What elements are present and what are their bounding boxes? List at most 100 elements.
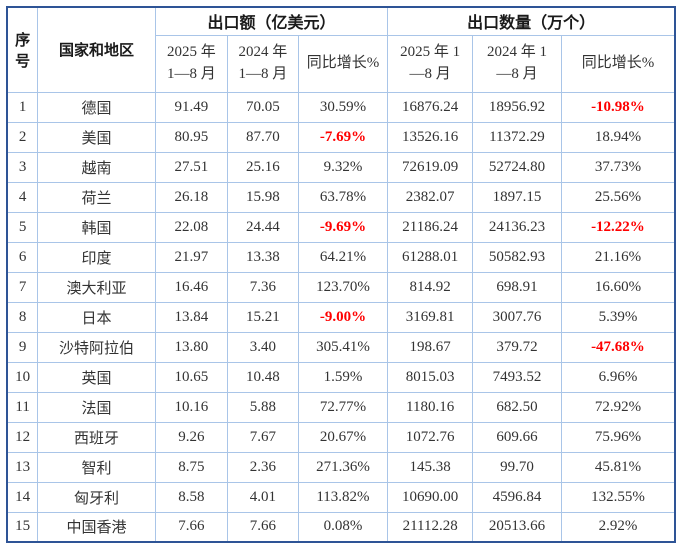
qty-2024-cell: 11372.29 — [472, 121, 562, 153]
value-2024-cell: 25.16 — [226, 151, 299, 183]
value-growth-cell: -9.69% — [297, 211, 389, 243]
qty-growth-cell: 45.81% — [560, 451, 676, 483]
qty-2024-cell: 698.91 — [472, 271, 562, 303]
header-value-2024: 2024 年 1—8 月 — [226, 34, 299, 93]
value-2024-cell: 4.01 — [226, 481, 299, 513]
header-serial: 序号 — [6, 6, 39, 93]
qty-2024-cell: 24136.23 — [472, 211, 562, 243]
value-2025-cell: 9.26 — [154, 421, 228, 453]
table-row: 14 匈牙利 8.58 4.01 113.82% 10690.00 4596.84 132.5… — [6, 481, 676, 513]
value-growth-cell: 271.36% — [297, 451, 389, 483]
value-growth-cell: 72.77% — [297, 391, 389, 423]
qty-2025-cell: 145.38 — [387, 451, 474, 483]
qty-2024-cell: 99.70 — [472, 451, 562, 483]
qty-2025-cell: 8015.03 — [387, 361, 474, 393]
country-cell: 韩国 — [37, 211, 156, 243]
value-2025-cell: 10.16 — [154, 391, 228, 423]
value-growth-cell: 20.67% — [297, 421, 389, 453]
country-cell: 日本 — [37, 301, 156, 333]
table-row: 4 荷兰 26.18 15.98 63.78% 2382.07 1897.15 25.56% — [6, 181, 676, 213]
qty-2025-cell: 10690.00 — [387, 481, 474, 513]
country-cell: 美国 — [37, 121, 156, 153]
country-cell: 法国 — [37, 391, 156, 423]
value-growth-cell: -9.00% — [297, 301, 389, 333]
serial-cell: 2 — [6, 121, 39, 153]
value-2024-cell: 15.98 — [226, 181, 299, 213]
value-2025-cell: 16.46 — [154, 271, 228, 303]
qty-growth-cell: -47.68% — [560, 331, 676, 363]
serial-cell: 3 — [6, 151, 39, 183]
table-row: 12 西班牙 9.26 7.67 20.67% 1072.76 609.66 75.96% — [6, 421, 676, 453]
value-2025-cell: 21.97 — [154, 241, 228, 273]
table-row: 7 澳大利亚 16.46 7.36 123.70% 814.92 698.91 16.60% — [6, 271, 676, 303]
value-2024-cell: 7.67 — [226, 421, 299, 453]
qty-growth-cell: -12.22% — [560, 211, 676, 243]
table-header: 序号 国家和地区 出口额（亿美元） 出口数量（万个） 2025 年 1—8 月 … — [6, 6, 676, 93]
country-cell: 德国 — [37, 91, 156, 123]
header-value-growth: 同比增长% — [297, 34, 389, 93]
qty-2025-cell: 21186.24 — [387, 211, 474, 243]
country-cell: 英国 — [37, 361, 156, 393]
header-qty-2024: 2024 年 1 —8 月 — [472, 34, 562, 93]
value-2024-cell: 24.44 — [226, 211, 299, 243]
country-cell: 匈牙利 — [37, 481, 156, 513]
table-row: 5 韩国 22.08 24.44 -9.69% 21186.24 24136.23 -12.2… — [6, 211, 676, 243]
qty-2025-cell: 1072.76 — [387, 421, 474, 453]
qty-growth-cell: 72.92% — [560, 391, 676, 423]
qty-2025-cell: 13526.16 — [387, 121, 474, 153]
table-row: 1 德国 91.49 70.05 30.59% 16876.24 18956.92 -10.9… — [6, 91, 676, 123]
serial-cell: 9 — [6, 331, 39, 363]
table-row: 9 沙特阿拉伯 13.80 3.40 305.41% 198.67 379.72 -47.68… — [6, 331, 676, 363]
qty-growth-cell: 132.55% — [560, 481, 676, 513]
table-row: 6 印度 21.97 13.38 64.21% 61288.01 50582.93 21.16… — [6, 241, 676, 273]
value-growth-cell: 64.21% — [297, 241, 389, 273]
value-2024-cell: 2.36 — [226, 451, 299, 483]
serial-cell: 7 — [6, 271, 39, 303]
qty-2025-cell: 21112.28 — [387, 511, 474, 543]
header-country: 国家和地区 — [37, 6, 156, 93]
value-2025-cell: 27.51 — [154, 151, 228, 183]
value-2024-cell: 87.70 — [226, 121, 299, 153]
value-2025-cell: 13.80 — [154, 331, 228, 363]
qty-2025-cell: 3169.81 — [387, 301, 474, 333]
country-cell: 西班牙 — [37, 421, 156, 453]
qty-growth-cell: 25.56% — [560, 181, 676, 213]
value-growth-cell: 63.78% — [297, 181, 389, 213]
qty-2024-cell: 1897.15 — [472, 181, 562, 213]
header-group-export-value: 出口额（亿美元） — [154, 6, 389, 36]
value-2024-cell: 5.88 — [226, 391, 299, 423]
value-2024-cell: 3.40 — [226, 331, 299, 363]
value-2024-cell: 10.48 — [226, 361, 299, 393]
qty-2024-cell: 609.66 — [472, 421, 562, 453]
table-body: 1 德国 91.49 70.05 30.59% 16876.24 18956.92 -10.9… — [6, 91, 676, 543]
qty-growth-cell: 75.96% — [560, 421, 676, 453]
serial-cell: 1 — [6, 91, 39, 123]
value-growth-cell: 123.70% — [297, 271, 389, 303]
value-2025-cell: 8.75 — [154, 451, 228, 483]
value-2025-cell: 10.65 — [154, 361, 228, 393]
qty-2024-cell: 50582.93 — [472, 241, 562, 273]
header-group-export-quantity: 出口数量（万个） — [387, 6, 676, 36]
table-row: 2 美国 80.95 87.70 -7.69% 13526.16 11372.29 18.94… — [6, 121, 676, 153]
value-2025-cell: 13.84 — [154, 301, 228, 333]
qty-2024-cell: 3007.76 — [472, 301, 562, 333]
qty-2025-cell: 61288.01 — [387, 241, 474, 273]
value-growth-cell: 0.08% — [297, 511, 389, 543]
qty-growth-cell: 37.73% — [560, 151, 676, 183]
header-group-row: 序号 国家和地区 出口额（亿美元） 出口数量（万个） — [6, 6, 676, 93]
qty-growth-cell: 6.96% — [560, 361, 676, 393]
table-row: 15 中国香港 7.66 7.66 0.08% 21112.28 20513.66 2.92% — [6, 511, 676, 543]
value-2024-cell: 70.05 — [226, 91, 299, 123]
qty-growth-cell: -10.98% — [560, 91, 676, 123]
qty-growth-cell: 18.94% — [560, 121, 676, 153]
value-growth-cell: 9.32% — [297, 151, 389, 183]
value-2025-cell: 7.66 — [154, 511, 228, 543]
country-cell: 印度 — [37, 241, 156, 273]
value-2025-cell: 80.95 — [154, 121, 228, 153]
value-growth-cell: 113.82% — [297, 481, 389, 513]
serial-cell: 4 — [6, 181, 39, 213]
header-qty-2025: 2025 年 1 —8 月 — [387, 34, 474, 93]
value-growth-cell: 30.59% — [297, 91, 389, 123]
qty-2025-cell: 814.92 — [387, 271, 474, 303]
country-cell: 智利 — [37, 451, 156, 483]
